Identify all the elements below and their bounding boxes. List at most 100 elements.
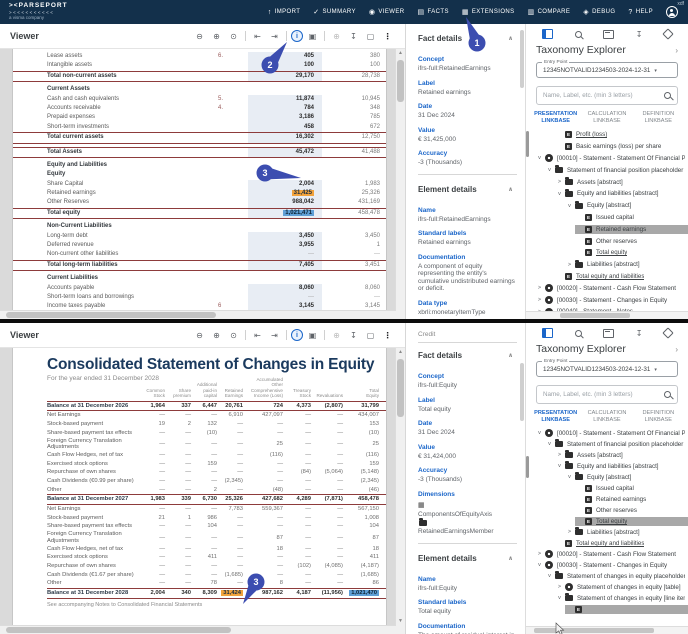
zoom-select-icon[interactable]: ⊙ — [230, 31, 237, 41]
zoom-out-icon[interactable]: ⊖ — [196, 31, 203, 41]
info-icon[interactable]: i — [291, 329, 303, 341]
collapse-icon[interactable]: v — [558, 190, 561, 197]
tree-row[interactable]: > [00030] - Statement - Changes in Equity — [531, 294, 688, 306]
panel-collapse-icon[interactable]: › — [675, 45, 678, 55]
taxonomy-search-input[interactable]: Name, Label, etc. (min 3 letters) — [536, 385, 678, 404]
element-details-header[interactable]: Element details ∧ — [418, 554, 517, 563]
search-icon[interactable] — [574, 30, 582, 38]
nav-item-import[interactable]: ↑ IMPORT — [268, 9, 301, 16]
tree-row[interactable]: E Other reserves — [531, 235, 688, 247]
viewer-horizontal-scrollbar[interactable] — [0, 625, 396, 634]
collapse-icon[interactable]: v — [568, 474, 571, 481]
tree-row[interactable]: v [00010] - Statement - Statement Of Fina… — [531, 153, 688, 165]
collapse-caret-icon[interactable]: ∧ — [508, 555, 513, 562]
tab-calculation[interactable]: CALCULATION LINKBASE — [587, 111, 627, 124]
tab-calculation[interactable]: CALCULATION LINKBASE — [587, 410, 627, 423]
globe-icon[interactable]: ⊕ — [333, 31, 340, 41]
tree-row[interactable]: E Other reserves — [531, 505, 688, 516]
tree-row[interactable]: v Statement of changes in equity placehol… — [531, 571, 688, 582]
nav-item-debug[interactable]: ◈ DEBUG — [583, 8, 615, 16]
download-icon[interactable]: ↧ — [635, 29, 643, 39]
scroll-up-arrow[interactable]: ▲ — [398, 50, 403, 56]
card-view-icon[interactable] — [603, 328, 615, 338]
fact-details-header[interactable]: Fact details ∧ — [418, 351, 517, 360]
scroll-down-arrow[interactable]: ▼ — [398, 618, 403, 624]
collapse-icon[interactable]: v — [558, 595, 561, 602]
nav-item-summary[interactable]: ✓ SUMMARY — [313, 8, 356, 16]
tagged-fact-highlight[interactable]: 31,424 — [221, 590, 243, 597]
tree-row[interactable]: E Total equity and liabilities — [531, 271, 688, 283]
user-avatar[interactable] — [666, 6, 678, 18]
tagged-fact-highlight[interactable]: 1,021,470 — [349, 590, 379, 597]
collapse-caret-icon[interactable]: ∧ — [508, 186, 513, 193]
nav-item-help[interactable]: ? HELP — [628, 9, 653, 16]
tree-row[interactable]: E Issued capital — [531, 212, 688, 224]
tree-row[interactable]: > [00040] - Statement - Notes — [531, 306, 688, 311]
tagged-fact-highlight[interactable]: 31,425 — [291, 190, 314, 197]
expand-icon[interactable]: > — [537, 297, 542, 304]
tree-row[interactable]: v Equity and liabilities [abstract] — [531, 188, 688, 200]
zoom-in-icon[interactable]: ⊕ — [213, 330, 220, 340]
expand-icon[interactable]: > — [535, 309, 544, 311]
tree-row[interactable]: > Liabilities [abstract] — [531, 259, 688, 271]
details-scrollbar[interactable] — [520, 363, 524, 421]
collapse-icon[interactable]: v — [548, 441, 551, 448]
details-scrollbar[interactable] — [520, 30, 524, 88]
panel-collapse-icon[interactable]: › — [675, 344, 678, 354]
first-page-icon[interactable]: ⇤ — [254, 31, 261, 41]
zoom-out-icon[interactable]: ⊖ — [196, 330, 203, 340]
panel-view-icon[interactable] — [542, 29, 553, 39]
expand-icon[interactable]: > — [567, 261, 572, 268]
taxonomy-search-input[interactable]: Name, Label, etc. (min 3 letters) — [536, 86, 678, 105]
scrollbar-thumb[interactable] — [397, 359, 404, 417]
globe-icon[interactable]: ⊕ — [333, 330, 340, 340]
search-icon[interactable] — [574, 329, 582, 337]
tree-row[interactable]: E Total equity — [531, 516, 688, 527]
viewer-vertical-scrollbar[interactable]: ▲ ▼ — [395, 348, 405, 634]
tree-row[interactable]: E Total equity and liabilities — [531, 538, 688, 549]
nav-item-facts[interactable]: ▤ FACTS — [418, 8, 449, 16]
tree-row[interactable]: E — [531, 604, 688, 615]
viewer-vertical-scrollbar[interactable]: ▲ — [395, 49, 405, 319]
tree-row[interactable]: v Equity [abstract] — [531, 200, 688, 212]
collapse-icon[interactable]: v — [538, 430, 541, 437]
tab-presentation[interactable]: PRESENTATION LINKBASE — [534, 111, 578, 124]
tag-icon[interactable] — [662, 28, 674, 40]
tree-scrollbar[interactable] — [526, 130, 529, 157]
nav-item-extensions[interactable]: ▦ EXTENSIONS — [462, 8, 515, 16]
scrollbar-thumb[interactable] — [397, 60, 404, 102]
collapse-caret-icon[interactable]: ∧ — [508, 353, 513, 359]
tree-row[interactable]: E Retained earnings — [531, 223, 688, 235]
expand-icon[interactable]: > — [557, 179, 562, 186]
panel-view-icon[interactable] — [542, 328, 553, 338]
tagged-fact-highlight[interactable]: 1,021,471 — [283, 209, 314, 216]
taxonomy-horizontal-scrollbar[interactable] — [526, 626, 688, 634]
nav-item-viewer[interactable]: ◉ VIEWER — [369, 8, 405, 16]
tree-row[interactable]: E Retained earnings — [531, 494, 688, 505]
tree-row[interactable]: > Assets [abstract] — [531, 176, 688, 188]
tree-row[interactable]: > Liabilities [abstract] — [531, 527, 688, 538]
tree-row[interactable]: v Statement of financial position placeho… — [531, 439, 688, 450]
tag-icon[interactable] — [662, 327, 674, 339]
tab-presentation[interactable]: PRESENTATION LINKBASE — [534, 410, 578, 423]
tree-row[interactable]: > Assets [abstract] — [531, 450, 688, 461]
entry-point-select[interactable]: Entry Point 12345NOTVALID1234503-2024-12… — [536, 359, 678, 377]
collapse-icon[interactable]: v — [548, 573, 551, 580]
expand-icon[interactable]: > — [567, 529, 572, 536]
tree-scrollbar[interactable] — [526, 455, 529, 478]
card-view-icon[interactable] — [603, 29, 615, 39]
fullscreen-icon[interactable]: ▢ — [366, 330, 375, 340]
last-page-icon[interactable]: ⇥ — [271, 31, 278, 41]
export-icon[interactable]: ▣ — [308, 330, 317, 340]
tab-definition[interactable]: DEFINITION LINKBASE — [642, 111, 675, 124]
tree-row[interactable]: v Statement of financial position placeho… — [531, 164, 688, 176]
expand-icon[interactable]: > — [557, 584, 562, 591]
collapse-icon[interactable]: v — [568, 202, 571, 209]
collapse-caret-icon[interactable]: ∧ — [508, 36, 513, 42]
expand-icon[interactable]: > — [537, 551, 542, 558]
tree-row[interactable]: > [00020] - Statement - Cash Flow Stateme… — [531, 282, 688, 294]
tree-row[interactable]: v [00010] - Statement - Statement Of Fina… — [531, 428, 688, 439]
zoom-select-icon[interactable]: ⊙ — [230, 330, 237, 340]
more-icon[interactable]: ⋮ — [383, 31, 392, 41]
tree-row[interactable]: E Issued capital — [531, 483, 688, 494]
